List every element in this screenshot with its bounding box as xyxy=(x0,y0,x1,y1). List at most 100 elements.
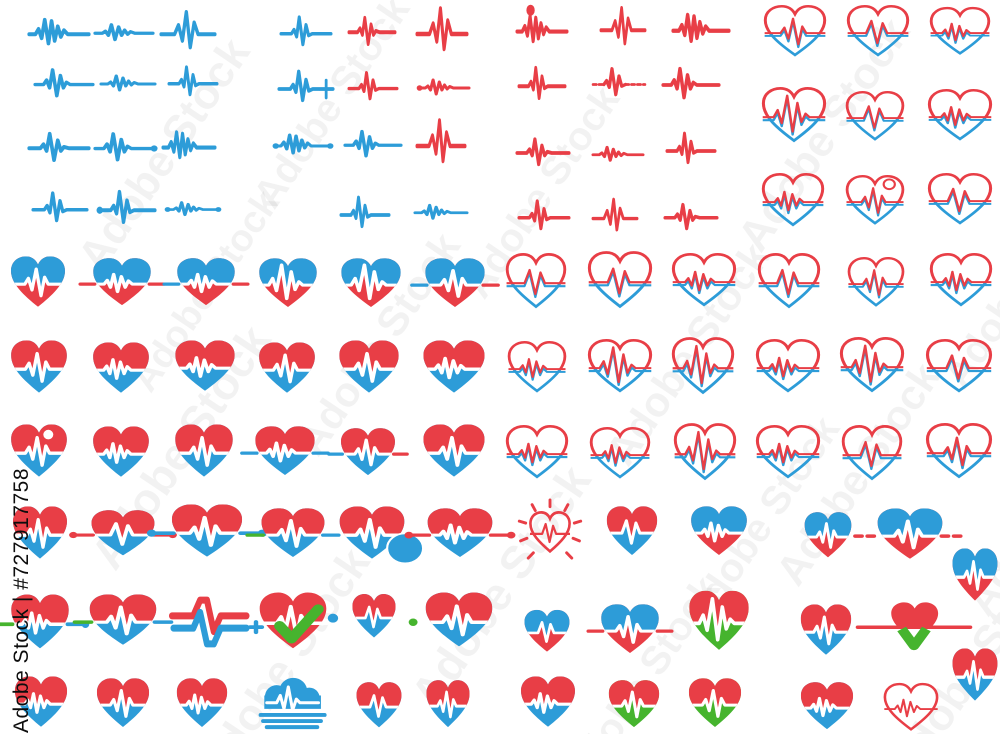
heartbeat-cloud-stamp-icon xyxy=(252,676,332,732)
two-tone-heart-pulse-icon xyxy=(10,504,70,564)
two-tone-heart-pulse-icon xyxy=(606,678,662,732)
outline-heart-pulse-icon xyxy=(838,336,906,396)
two-tone-heart-pulse-icon xyxy=(798,680,856,734)
ecg-heartbeat-line-icon xyxy=(277,64,335,104)
ecg-heartbeat-line-icon xyxy=(599,4,647,46)
outline-heart-pulse-icon xyxy=(924,422,994,482)
outline-heart-pulse-icon xyxy=(586,250,654,312)
outline-heart-pulse-icon xyxy=(844,90,906,144)
outline-heart-pulse-icon xyxy=(754,338,822,396)
radiant-heart-pulse-icon xyxy=(517,498,583,566)
two-tone-heart-pulse-icon xyxy=(802,510,854,562)
ecg-heartbeat-line-icon xyxy=(96,184,157,226)
ecg-heartbeat-line-icon xyxy=(27,8,91,50)
ecg-heartbeat-line-icon xyxy=(415,116,467,164)
two-tone-heart-pulse-icon xyxy=(245,506,341,562)
two-tone-heart-pulse-icon xyxy=(354,680,404,732)
two-tone-heart-pulse-icon xyxy=(408,590,496,652)
two-tone-heart-pulse-icon xyxy=(94,676,152,732)
outline-heart-pulse-icon xyxy=(670,252,738,310)
two-tone-heart-pulse-icon xyxy=(172,422,236,482)
ecg-heartbeat-line-icon xyxy=(515,128,571,168)
ecg-heartbeat-line-icon xyxy=(33,62,95,98)
outline-heart-pulse-icon xyxy=(845,4,911,60)
heart-pulse-circle-icon xyxy=(336,504,425,565)
two-tone-heart-pulse-icon xyxy=(424,678,472,732)
two-tone-heart-pulse-icon xyxy=(327,426,409,480)
ecg-line-balloon-icon xyxy=(515,4,569,48)
outline-heart-pulse-icon xyxy=(926,172,994,228)
two-tone-heart-pulse-icon xyxy=(404,506,516,562)
two-tone-heart-pulse-icon xyxy=(12,674,70,732)
two-tone-heart-pulse-icon xyxy=(350,592,398,642)
ecg-heartbeat-line-icon xyxy=(517,60,567,102)
two-tone-heart-pulse-icon xyxy=(90,340,152,398)
two-tone-heart-pulse-icon xyxy=(688,504,750,560)
heart-arrow-pulse-icon xyxy=(855,600,973,658)
two-tone-heart-pulse-icon xyxy=(410,256,500,312)
ecg-heartbeat-line-icon xyxy=(159,8,217,50)
ecg-heartbeat-line-icon xyxy=(93,12,155,46)
outline-heart-pulse-icon xyxy=(760,86,828,146)
ecg-heartbeat-line-icon xyxy=(591,136,645,166)
two-tone-heart-pulse-icon xyxy=(336,338,402,398)
two-tone-heart-pulse-icon xyxy=(146,502,268,562)
outline-heart-pulse-icon xyxy=(588,426,652,482)
ecg-heartbeat-line-icon xyxy=(339,190,391,230)
outline-heart-pulse-icon xyxy=(762,4,828,60)
two-tone-heart-pulse-icon xyxy=(420,338,488,398)
ecg-heartbeat-line-icon xyxy=(416,68,471,100)
ecg-heartbeat-line-icon xyxy=(272,126,334,158)
outline-heart-pulse-icon xyxy=(504,424,570,482)
ecg-heartbeat-line-icon xyxy=(591,196,639,232)
two-tone-heart-pulse-icon xyxy=(518,674,578,732)
ecg-heartbeat-line-icon xyxy=(591,62,647,98)
ecg-heartbeat-line-icon xyxy=(164,192,222,220)
outline-heart-pulse-icon xyxy=(670,336,736,398)
two-tone-heart-pulse-icon xyxy=(586,602,674,658)
outline-heart-pulse-icon xyxy=(846,256,906,310)
two-tone-heart-pulse-icon xyxy=(338,256,404,312)
two-tone-heart-pulse-icon xyxy=(69,508,177,560)
red-outline-heart-pulse-icon xyxy=(882,682,940,734)
ecg-heartbeat-line-icon xyxy=(663,194,719,232)
outline-heart-pulse-icon xyxy=(840,424,904,484)
two-tone-heart-pulse-icon xyxy=(686,588,752,656)
ecg-heartbeat-line-icon xyxy=(279,10,333,48)
ecg-heartbeat-line-icon xyxy=(93,126,158,162)
heart-dashed-line-icon xyxy=(853,506,967,564)
ecg-heartbeat-line-icon xyxy=(343,124,403,158)
ecg-heartbeat-line-icon xyxy=(27,122,91,164)
outline-heart-pulse-icon xyxy=(672,422,738,484)
outline-heart-pulse-icon xyxy=(506,340,568,396)
two-tone-heart-pulse-icon xyxy=(8,338,70,398)
ecg-heartbeat-line-icon xyxy=(347,6,397,48)
outline-heart-pulse-icon xyxy=(924,338,994,396)
outline-heart-pulse-icon xyxy=(504,252,568,312)
two-tone-heart-pulse-icon xyxy=(90,424,152,482)
two-tone-heart-pulse-icon xyxy=(604,504,660,560)
two-tone-heart-pulse-icon xyxy=(0,592,90,654)
ecg-heartbeat-line-icon xyxy=(31,186,89,224)
outline-heart-pulse-icon xyxy=(926,88,994,144)
ecg-heartbeat-line-icon xyxy=(413,194,469,224)
outline-heart-pulse-icon xyxy=(928,6,992,58)
outline-heart-pulse-icon xyxy=(756,252,822,312)
two-tone-heart-pulse-icon xyxy=(686,676,744,732)
two-tone-heart-pulse-icon xyxy=(256,256,320,312)
two-tone-heart-pulse-icon xyxy=(240,424,330,480)
two-tone-heart-pulse-icon xyxy=(8,254,68,312)
thick-pulse-wave-icon xyxy=(168,594,250,650)
outline-heart-pulse-icon xyxy=(760,172,826,230)
ecg-heartbeat-line-icon xyxy=(167,60,219,98)
two-tone-heart-pulse-icon xyxy=(522,608,572,656)
ecg-heartbeat-line-icon xyxy=(347,66,399,102)
two-tone-heart-pulse-icon xyxy=(950,646,1000,706)
outline-heart-dot-icon xyxy=(844,174,906,228)
two-tone-heart-pulse-icon xyxy=(256,340,318,398)
two-tone-heart-pulse-icon xyxy=(798,602,854,660)
ecg-heartbeat-line-icon xyxy=(415,4,469,52)
heart-check-plus-icon xyxy=(247,590,339,654)
ecg-heartbeat-line-icon xyxy=(161,120,217,164)
